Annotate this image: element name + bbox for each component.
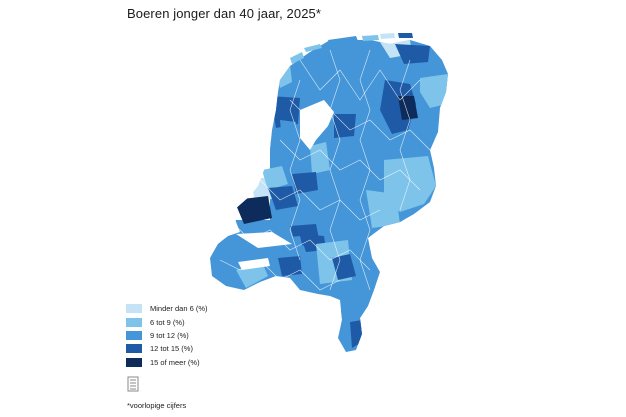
cbs-logo-icon bbox=[127, 376, 139, 392]
legend-label: 15 of meer (%) bbox=[150, 357, 200, 367]
legend-item: Minder dan 6 (%) bbox=[126, 302, 208, 315]
municipality bbox=[310, 142, 330, 174]
municipality-border bbox=[289, 79, 301, 261]
island bbox=[362, 35, 379, 41]
municipality bbox=[334, 114, 356, 138]
municipality bbox=[268, 186, 298, 210]
municipality bbox=[395, 44, 430, 64]
legend-swatch bbox=[126, 317, 142, 327]
municipality-border bbox=[259, 179, 381, 221]
municipality-border bbox=[399, 59, 411, 211]
municipality bbox=[292, 172, 318, 194]
municipality bbox=[332, 254, 356, 280]
island bbox=[380, 33, 395, 39]
island bbox=[328, 36, 358, 45]
island bbox=[304, 44, 322, 52]
map-title: Boeren jonger dan 40 jaar, 2025* bbox=[127, 6, 322, 21]
legend-label: 9 tot 12 (%) bbox=[150, 330, 189, 340]
municipality-border bbox=[279, 139, 421, 191]
municipality bbox=[280, 120, 298, 142]
municipality bbox=[278, 256, 302, 276]
municipality bbox=[270, 96, 300, 128]
legend-label: 12 tot 15 (%) bbox=[150, 344, 193, 354]
footnote: *voorlopige cijfers bbox=[127, 401, 187, 410]
legend-swatch bbox=[126, 330, 142, 340]
island bbox=[290, 52, 304, 64]
municipality bbox=[350, 320, 362, 348]
municipality-border bbox=[329, 49, 341, 291]
municipality bbox=[366, 190, 400, 228]
municipality bbox=[420, 74, 448, 108]
legend-label: 6 tot 9 (%) bbox=[150, 317, 185, 327]
legend-item: 9 tot 12 (%) bbox=[126, 329, 208, 342]
municipalities-layer bbox=[210, 40, 448, 352]
legend: Minder dan 6 (%) 6 tot 9 (%) 9 tot 12 (%… bbox=[126, 302, 208, 369]
legend-swatch bbox=[126, 357, 142, 367]
delta-water bbox=[236, 232, 292, 270]
legend-swatch bbox=[126, 304, 142, 314]
wadden-islands bbox=[290, 33, 413, 64]
municipality-border bbox=[359, 49, 371, 291]
ijsselmeer-water bbox=[300, 100, 334, 150]
legend-item: 12 tot 15 (%) bbox=[126, 342, 208, 355]
municipality bbox=[398, 96, 418, 120]
municipality bbox=[384, 156, 436, 212]
municipality bbox=[262, 166, 288, 190]
legend-item: 15 of meer (%) bbox=[126, 356, 208, 369]
municipality bbox=[380, 80, 416, 134]
legend-item: 6 tot 9 (%) bbox=[126, 315, 208, 328]
municipality bbox=[234, 196, 272, 224]
island bbox=[398, 33, 413, 38]
legend-label: Minder dan 6 (%) bbox=[150, 304, 208, 314]
legend-swatch bbox=[126, 344, 142, 354]
municipality-border bbox=[299, 59, 421, 101]
